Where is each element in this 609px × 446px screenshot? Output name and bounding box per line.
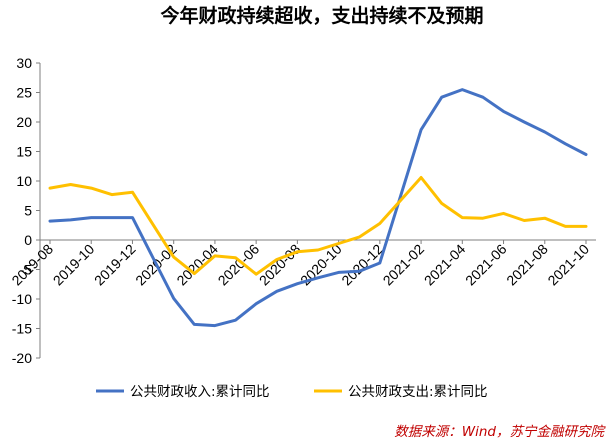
legend-label-expenditure: 公共财政支出:累计同比 bbox=[348, 384, 488, 400]
x-tick-label: 2019-10 bbox=[50, 241, 98, 289]
x-tick-label: 2021-02 bbox=[380, 241, 428, 289]
y-tick-label: -20 bbox=[12, 350, 32, 366]
x-tick-label: 2020-04 bbox=[173, 241, 221, 289]
x-tick-label: 2019-12 bbox=[91, 241, 139, 289]
y-tick-label: 30 bbox=[16, 55, 32, 71]
y-tick-label: -5 bbox=[20, 262, 33, 278]
x-tick-label: 2020-06 bbox=[215, 241, 263, 289]
x-tick-label: 2020-08 bbox=[256, 241, 304, 289]
x-tick-label: 2021-04 bbox=[421, 241, 469, 289]
y-tick-label: 5 bbox=[24, 203, 32, 219]
series-line-revenue bbox=[48, 88, 588, 328]
source-note: 数据来源：Wind，苏宁金融研究院 bbox=[394, 424, 606, 440]
y-tick-label: 10 bbox=[16, 173, 32, 189]
y-tick-label: 25 bbox=[16, 85, 32, 101]
y-tick-label: 20 bbox=[16, 114, 32, 130]
x-tick-label: 2021-08 bbox=[503, 241, 551, 289]
x-tick-label: 2021-06 bbox=[462, 241, 510, 289]
y-axis: 30 25 20 15 10 5 0 -5 -10 -15 -20 bbox=[12, 55, 41, 366]
x-tick-label: 2021-10 bbox=[544, 241, 592, 289]
y-tick-label: -15 bbox=[12, 321, 32, 337]
chart-title: 今年财政持续超收，支出持续不及预期 bbox=[159, 4, 483, 27]
y-tick-label: 15 bbox=[16, 144, 32, 160]
y-tick-label: 0 bbox=[24, 232, 32, 248]
legend: 公共财政收入:累计同比 公共财政支出:累计同比 bbox=[96, 384, 488, 400]
y-tick-label: -10 bbox=[12, 291, 32, 307]
legend-label-revenue: 公共财政收入:累计同比 bbox=[130, 384, 270, 400]
x-tick-label: 2019-08 bbox=[8, 241, 56, 289]
series-lines bbox=[48, 88, 588, 328]
